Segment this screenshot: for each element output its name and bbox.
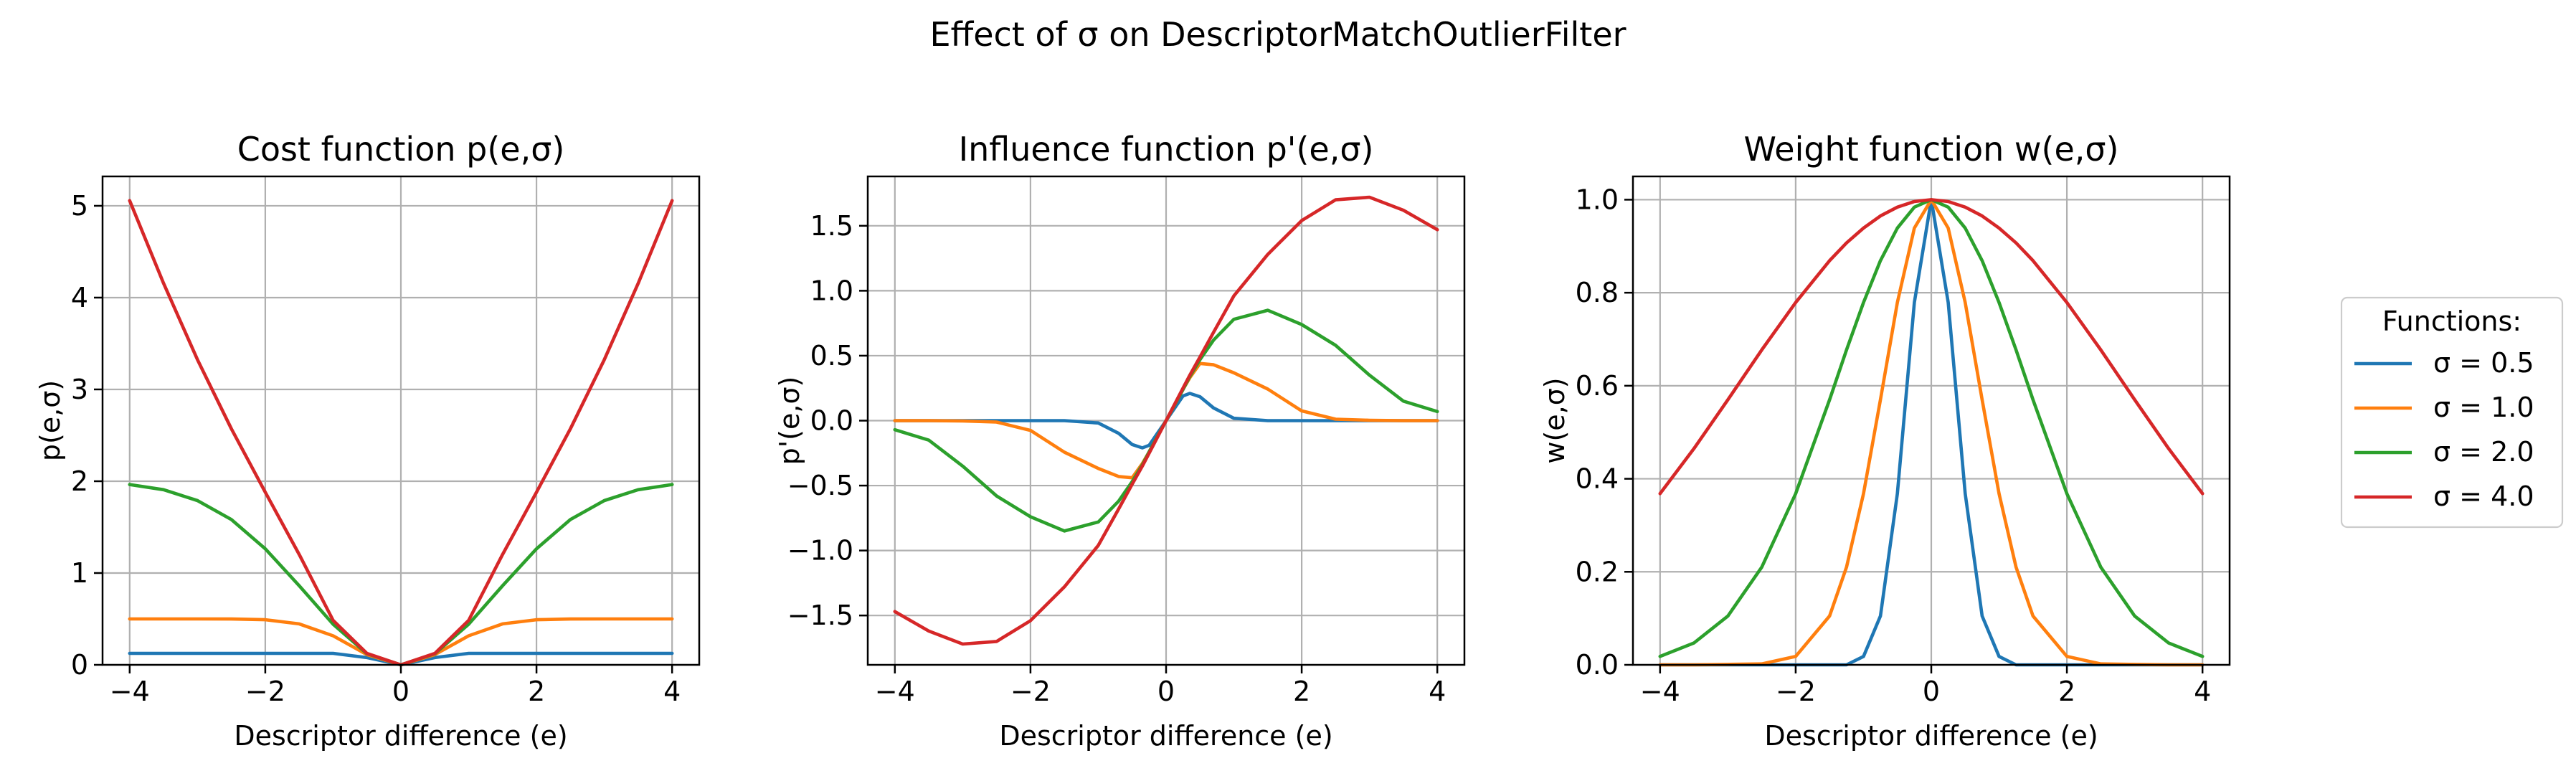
y-axis-label: p(e,σ) [34, 380, 66, 461]
series-line-sigma-4.0 [893, 195, 1439, 646]
x-tick-label: 4 [1429, 676, 1446, 707]
subplot-3: −4 −2 0 2 4 0.0 0.2 0.4 0.6 0.8 1.0 Weight function… [1539, 130, 2231, 752]
subplot-1: −4 −2 0 2 4 0 1 2 3 4 5 Cost function p(e,σ) Descrip… [34, 130, 701, 752]
y-tick-label: 2 [71, 465, 88, 497]
x-tick-label: −2 [245, 676, 285, 707]
y-axis-label: w(e,σ) [1539, 377, 1571, 463]
x-tick-label: −4 [1640, 676, 1680, 707]
y-tick-label: 0.6 [1576, 370, 1619, 402]
y-tick-label: 0.8 [1576, 277, 1619, 308]
y-tick-label: 3 [71, 374, 88, 405]
x-tick-label: −2 [1776, 676, 1816, 707]
subplot-2: −4 −2 0 2 4 −1.5 −1.0 −0.5 0.0 0.5 1.0 1.5 Influence… [774, 130, 1466, 752]
figure-title: Effect of σ on DescriptorMatchOutlierFil… [929, 15, 1626, 54]
x-tick-label: −4 [110, 676, 150, 707]
x-tick-label: 4 [663, 676, 681, 707]
y-tick-label: −1.5 [787, 600, 853, 631]
x-tick-label: 0 [1157, 676, 1175, 707]
x-tick-label: 0 [392, 676, 409, 707]
subplot-title: Weight function w(e,σ) [1743, 130, 2118, 169]
subplot-title: Influence function p'(e,σ) [959, 130, 1374, 169]
legend-entry-label: σ = 4.0 [2433, 481, 2534, 512]
x-tick-label: −2 [1010, 676, 1051, 707]
y-tick-label: 0.2 [1576, 556, 1619, 587]
y-tick-label: 4 [71, 282, 88, 313]
legend-title: Functions: [2382, 306, 2521, 337]
subplot-title: Cost function p(e,σ) [237, 130, 565, 169]
y-tick-label: −1.0 [787, 535, 853, 567]
legend-entry-label: σ = 2.0 [2433, 436, 2534, 468]
y-tick-label: 0.0 [1576, 649, 1619, 681]
y-axis-label: p'(e,σ) [774, 377, 805, 465]
y-tick-label: 1.5 [810, 210, 853, 242]
x-tick-label: 2 [1293, 676, 1310, 707]
y-tick-label: 1.0 [1576, 184, 1619, 215]
legend: Functions: σ = 0.5 σ = 1.0 σ = 2.0 σ = 4.0 [2340, 296, 2564, 529]
legend-frame [2340, 296, 2564, 529]
legend-entry-label: σ = 0.5 [2433, 347, 2534, 379]
x-tick-label: 2 [2058, 676, 2075, 707]
x-tick-label: −4 [875, 676, 915, 707]
y-tick-label: 0 [71, 649, 88, 681]
y-tick-label: 0.4 [1576, 463, 1619, 495]
x-tick-label: 2 [528, 676, 545, 707]
y-tick-label: 1 [71, 557, 88, 589]
series-line-sigma-4.0 [1658, 198, 2205, 496]
y-tick-label: 5 [71, 190, 88, 222]
x-tick-label: 4 [2194, 676, 2211, 707]
x-axis-label: Descriptor difference (e) [999, 720, 1332, 752]
x-axis-label: Descriptor difference (e) [1764, 720, 2098, 752]
y-tick-label: 0.5 [810, 340, 853, 372]
x-tick-label: 0 [1923, 676, 1940, 707]
y-tick-label: −0.5 [787, 470, 853, 501]
legend-entry-label: σ = 1.0 [2433, 392, 2534, 423]
x-axis-label: Descriptor difference (e) [234, 720, 567, 752]
y-tick-label: 0.0 [810, 405, 853, 437]
y-tick-label: 1.0 [810, 275, 853, 306]
